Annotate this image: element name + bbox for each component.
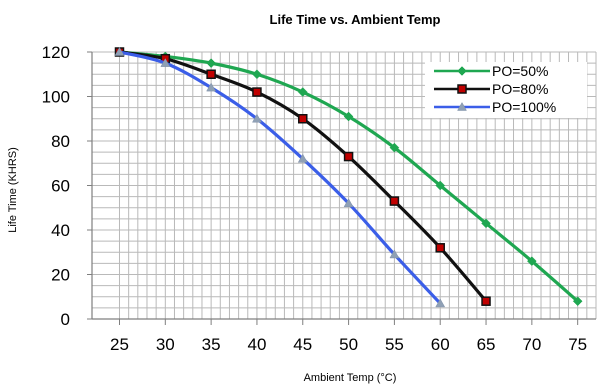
data-point-marker bbox=[206, 69, 216, 79]
series-2 bbox=[114, 46, 446, 308]
data-point-marker bbox=[252, 69, 262, 80]
x-tick-label: 50 bbox=[339, 335, 358, 354]
x-tick-labels: 25 30 35 40 45 50 55 60 65 70 75 bbox=[110, 335, 587, 354]
y-tick-label: 120 bbox=[42, 43, 70, 62]
data-point-marker bbox=[114, 46, 125, 56]
data-point-marker bbox=[457, 101, 467, 111]
series bbox=[114, 46, 583, 308]
data-point-marker bbox=[481, 296, 491, 306]
data-point-marker bbox=[389, 142, 400, 153]
data-point-marker bbox=[343, 198, 354, 208]
y-tick-label: 0 bbox=[61, 310, 70, 329]
y-tick-labels: 0 20 40 60 80 100 120 bbox=[42, 43, 70, 329]
y-tick-label: 80 bbox=[51, 132, 70, 151]
data-point-marker bbox=[389, 249, 400, 259]
y-tick-label: 20 bbox=[51, 266, 70, 285]
data-point-marker bbox=[343, 111, 354, 122]
y-tick-label: 100 bbox=[42, 88, 70, 107]
legend-label: PO=50% bbox=[492, 63, 548, 79]
data-point-marker bbox=[527, 256, 537, 267]
x-tick-label: 65 bbox=[477, 335, 496, 354]
series-line bbox=[119, 50, 442, 305]
data-point-marker bbox=[252, 87, 262, 97]
x-tick-label: 25 bbox=[110, 335, 129, 354]
axes bbox=[87, 51, 596, 325]
legend-label: PO=100% bbox=[492, 99, 556, 115]
data-point-marker bbox=[298, 114, 308, 124]
data-point-marker bbox=[457, 66, 467, 76]
data-point-marker bbox=[389, 196, 400, 206]
data-point-marker bbox=[206, 82, 217, 92]
series-0 bbox=[114, 47, 583, 307]
x-tick-label: 40 bbox=[247, 335, 266, 354]
data-point-marker bbox=[343, 151, 354, 162]
data-point-marker bbox=[481, 218, 491, 229]
x-tick-label: 45 bbox=[293, 335, 312, 354]
x-tick-label: 35 bbox=[202, 335, 221, 354]
x-tick-label: 55 bbox=[385, 335, 404, 354]
x-tick-label: 75 bbox=[568, 335, 587, 354]
y-tick-label: 60 bbox=[51, 177, 70, 196]
data-point-marker bbox=[252, 113, 262, 123]
x-tick-label: 60 bbox=[431, 335, 450, 354]
legend-entry-0: PO=50% bbox=[434, 63, 548, 79]
x-tick-label: 70 bbox=[522, 335, 541, 354]
y-axis-label: Life Time (KHRS) bbox=[7, 147, 19, 233]
data-point-marker bbox=[435, 243, 445, 253]
data-point-marker bbox=[297, 153, 308, 163]
data-point-marker bbox=[457, 84, 467, 94]
legend: PO=50% PO=80% PO=100% bbox=[425, 62, 587, 118]
x-tick-label: 30 bbox=[156, 335, 175, 354]
x-axis-label: Ambient Temp (°C) bbox=[304, 372, 397, 384]
data-point-marker bbox=[206, 58, 216, 68]
chart-title: Life Time vs. Ambient Temp bbox=[270, 12, 441, 27]
legend-label: PO=80% bbox=[492, 81, 548, 97]
data-point-marker bbox=[435, 298, 446, 308]
data-point-marker bbox=[435, 180, 446, 191]
data-point-marker bbox=[297, 87, 308, 97]
legend-entry-1: PO=80% bbox=[434, 81, 548, 97]
data-point-marker bbox=[572, 296, 583, 307]
data-point-marker bbox=[160, 58, 171, 67]
legend-entry-2: PO=100% bbox=[434, 99, 556, 115]
y-tick-label: 40 bbox=[51, 221, 70, 240]
